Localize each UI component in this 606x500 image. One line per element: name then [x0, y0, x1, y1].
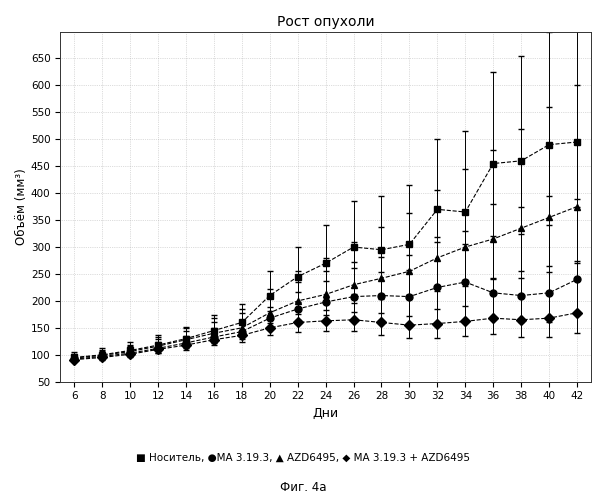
Text: ■ Носитель, ●MA 3.19.3, ▲ AZD6495, ◆ MA 3.19.3 + AZD6495: ■ Носитель, ●MA 3.19.3, ▲ AZD6495, ◆ MA … — [136, 452, 470, 462]
Y-axis label: Объём (мм³): Объём (мм³) — [15, 168, 28, 245]
X-axis label: Дни: Дни — [313, 407, 339, 420]
Text: Фиг. 4а: Фиг. 4а — [280, 481, 326, 494]
Title: Рост опухоли: Рост опухоли — [277, 15, 375, 29]
